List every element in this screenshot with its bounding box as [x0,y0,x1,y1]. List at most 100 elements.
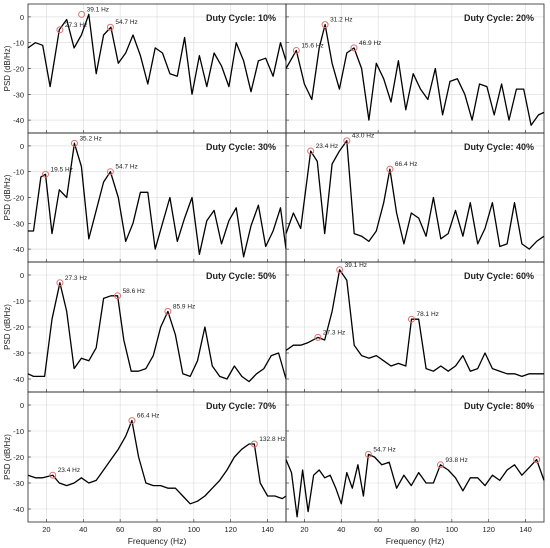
panel-title: Duty Cycle: 20% [464,13,534,23]
peak-label: 54.7 Hz [115,19,137,26]
peak-marker [336,266,344,274]
y-tick-label: -10 [13,168,24,177]
peak-label: 93.8 Hz [445,457,467,464]
peak-label: 27.3 Hz [65,275,87,282]
peak-label: 23.4 Hz [58,467,80,474]
peak-marker [250,440,258,448]
psd-series-line [285,140,545,250]
y-tick-label: -30 [13,90,24,99]
peak-marker [49,471,57,479]
x-tick-label: 140 [261,525,274,534]
panel-5: 0 -10 -20 -30 -40 27.3 Hz 58.6 Hz 85.9 Hz Duty C… [3,261,287,393]
panel-title: Duty Cycle: 40% [464,142,534,152]
y-tick-label: -20 [13,194,24,203]
panel-title: Duty Cycle: 80% [464,401,534,411]
y-tick-label: -10 [13,297,24,306]
panel-4: 23.4 Hz 43.0 Hz 66.4 Hz Duty Cycle: 40% [285,132,545,263]
peak-marker [407,315,415,323]
peak-label: 27.3 Hz [65,22,87,29]
panel-6: 27.3 Hz 39.1 Hz 78.1 Hz Duty Cycle: 60% [285,261,545,393]
x-tick-label: 120 [482,525,495,534]
y-axis-label: PSD (dB/Hz) [3,174,12,220]
peak-marker [56,279,64,287]
panel-1: 0 -10 -20 -30 -40 27.3 Hz 39.1 Hz 54.7 Hz Duty C… [3,3,287,134]
x-tick-label: 60 [374,525,382,534]
peak-marker [436,461,444,469]
peak-label: 66.4 Hz [395,161,417,168]
peak-label: 78.1 Hz [416,311,438,318]
peak-label: 15.6 Hz [301,42,323,49]
x-tick-label: 100 [446,525,459,534]
psd-series-line [28,142,287,258]
peak-marker [56,26,64,34]
peak-label: 27.3 Hz [323,329,345,336]
y-tick-label: -40 [13,375,24,384]
y-tick-label: 0 [20,401,24,410]
panel-title: Duty Cycle: 10% [206,13,276,23]
peak-label: 39.1 Hz [87,6,109,13]
panel-title: Duty Cycle: 70% [206,401,276,411]
peak-label: 54.7 Hz [115,164,137,171]
psd-series-line [27,282,287,383]
x-tick-label: 80 [411,525,419,534]
y-tick-label: -30 [13,219,24,228]
panel-title: Duty Cycle: 30% [206,142,276,152]
panel-title: Duty Cycle: 60% [464,271,534,281]
peak-marker [128,417,136,425]
y-axis-label: PSD (dB/Hz) [3,434,12,480]
y-tick-label: 0 [20,142,24,151]
panel-8: 20 40 60 80 100 120 140 54.7 Hz 93.8 Hz Duty Cycl… [285,391,545,546]
x-tick-label: 100 [188,525,201,534]
psd-series-line [27,419,287,505]
peak-marker [292,46,300,54]
y-tick-label: -30 [13,349,24,358]
peak-label: 39.1 Hz [345,262,367,269]
peak-marker [70,139,78,147]
peak-label: 132.8 Hz [259,436,285,443]
peak-label: 54.7 Hz [373,446,395,453]
peak-marker [321,21,329,29]
y-tick-label: -40 [13,505,24,514]
y-axis-label: PSD (dB/Hz) [3,304,12,350]
peak-label: 31.2 Hz [330,17,352,24]
peak-marker [78,10,86,18]
peak-marker [307,147,315,155]
panel-2: 15.6 Hz 31.2 Hz 46.9 Hz Duty Cycle: 20% [285,3,545,134]
peak-marker [364,450,372,458]
peak-marker [42,170,50,178]
x-tick-label: 40 [79,525,87,534]
peak-label: 58.6 Hz [123,288,145,295]
peak-label: 46.9 Hz [359,40,381,47]
peak-marker [164,307,172,315]
peak-label: 66.4 Hz [137,413,159,420]
x-tick-label: 80 [153,525,161,534]
peak-marker [350,44,358,52]
y-tick-label: -20 [13,323,24,332]
x-tick-label: 140 [519,525,532,534]
peak-marker [533,456,541,464]
peak-label: 23.4 Hz [316,143,338,150]
y-tick-label: -20 [13,453,24,462]
psd-series-line [27,13,287,95]
x-axis-label: Frequency (Hz) [128,536,187,546]
x-tick-label: 60 [116,525,124,534]
peak-marker [106,168,114,176]
panel-7: 0 -10 -20 -30 -40 20 40 60 80 100 120 140 23.4 Hz 66.… [3,391,287,546]
psd-series-line [285,23,545,126]
peak-label: 43.0 Hz [352,133,374,140]
y-tick-label: -40 [13,116,24,125]
x-tick-label: 40 [337,525,345,534]
y-tick-label: -10 [13,39,24,48]
y-tick-label: -30 [13,479,24,488]
y-tick-label: -40 [13,245,24,254]
psd-series-line [285,269,544,378]
panel-title: Duty Cycle: 50% [206,271,276,281]
y-axis-label: PSD (dB/Hz) [3,45,12,91]
peak-marker [106,23,114,31]
y-tick-label: -10 [13,427,24,436]
x-tick-label: 120 [224,525,237,534]
peak-marker [386,165,394,173]
peak-label: 19.5 Hz [51,166,73,173]
x-tick-label: 20 [42,525,50,534]
